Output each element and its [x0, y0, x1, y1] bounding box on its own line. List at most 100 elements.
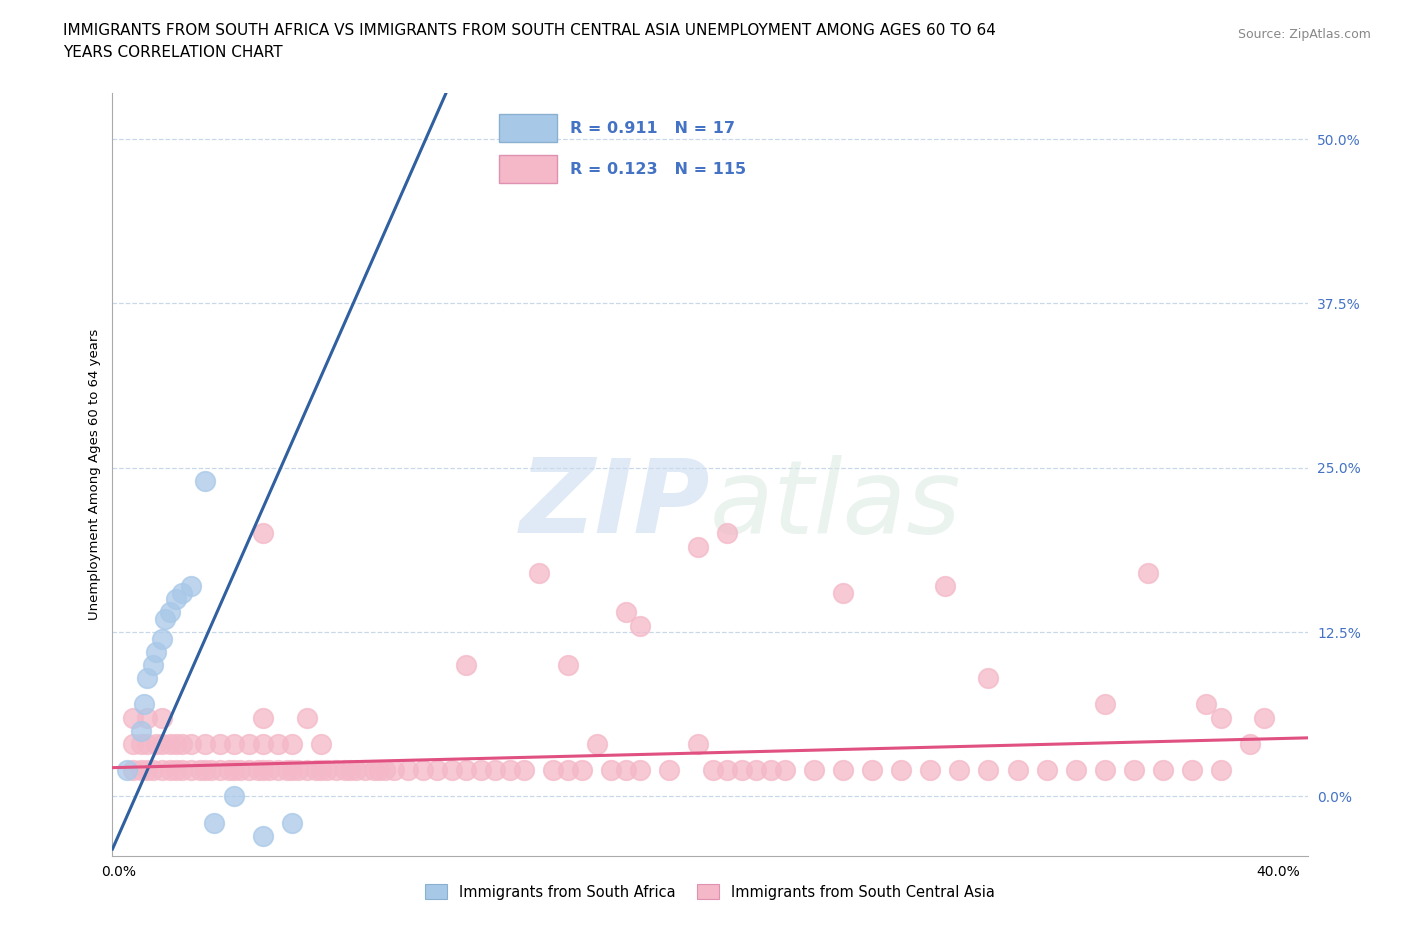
Point — [252, 526, 274, 541]
Point — [159, 604, 181, 619]
Text: ZIP: ZIP — [519, 454, 710, 555]
Point — [470, 763, 492, 777]
Point — [142, 763, 165, 777]
Point — [136, 737, 159, 751]
Point — [1209, 763, 1232, 777]
Point — [281, 816, 304, 830]
Point — [134, 697, 156, 711]
Point — [172, 737, 194, 751]
Point — [238, 737, 260, 751]
Point — [1094, 763, 1116, 777]
Point — [150, 711, 173, 725]
Point — [165, 763, 187, 777]
Point — [281, 763, 304, 777]
Point — [194, 473, 217, 488]
Point — [188, 763, 211, 777]
Point — [208, 763, 231, 777]
Point — [456, 658, 478, 672]
Point — [267, 737, 290, 751]
Point — [153, 612, 176, 627]
Point — [658, 763, 681, 777]
Point — [311, 737, 333, 751]
Point — [1035, 763, 1057, 777]
Point — [246, 763, 269, 777]
Point — [1137, 565, 1160, 580]
Point — [614, 763, 637, 777]
Point — [920, 763, 942, 777]
Point — [252, 737, 274, 751]
Point — [224, 789, 246, 804]
Point — [202, 816, 225, 830]
Point — [150, 763, 173, 777]
Point — [614, 604, 637, 619]
Point — [832, 763, 855, 777]
Point — [1152, 763, 1174, 777]
Point — [136, 671, 159, 685]
Point — [1209, 711, 1232, 725]
Point — [159, 763, 181, 777]
Point — [121, 711, 143, 725]
Y-axis label: Unemployment Among Ages 60 to 64 years: Unemployment Among Ages 60 to 64 years — [89, 328, 101, 620]
Point — [218, 763, 240, 777]
Point — [1195, 697, 1218, 711]
Point — [353, 763, 375, 777]
Point — [600, 763, 623, 777]
Point — [172, 763, 194, 777]
Point — [131, 763, 153, 777]
Point — [557, 763, 579, 777]
Text: Source: ZipAtlas.com: Source: ZipAtlas.com — [1237, 28, 1371, 41]
Point — [934, 578, 956, 593]
Point — [325, 763, 347, 777]
Point — [224, 737, 246, 751]
Point — [229, 763, 252, 777]
Point — [1064, 763, 1087, 777]
Point — [527, 565, 550, 580]
Point — [977, 763, 1000, 777]
Point — [759, 763, 782, 777]
Point — [1239, 737, 1261, 751]
Point — [557, 658, 579, 672]
Point — [344, 763, 367, 777]
Point — [363, 763, 385, 777]
Point — [775, 763, 797, 777]
Point — [252, 763, 274, 777]
Point — [396, 763, 419, 777]
Point — [121, 737, 143, 751]
Point — [131, 737, 153, 751]
Point — [586, 737, 609, 751]
Point — [513, 763, 536, 777]
Point — [142, 658, 165, 672]
Point — [159, 737, 181, 751]
Point — [295, 711, 318, 725]
Point — [333, 763, 356, 777]
Point — [1007, 763, 1029, 777]
Point — [295, 763, 318, 777]
Point — [571, 763, 593, 777]
Point — [803, 763, 825, 777]
Point — [311, 763, 333, 777]
Point — [716, 526, 738, 541]
Point — [200, 763, 222, 777]
Point — [382, 763, 405, 777]
Text: YEARS CORRELATION CHART: YEARS CORRELATION CHART — [63, 45, 283, 60]
Point — [688, 737, 710, 751]
Point — [499, 763, 522, 777]
Point — [145, 737, 167, 751]
Point — [194, 763, 217, 777]
Point — [267, 763, 290, 777]
Point — [194, 737, 217, 751]
Point — [172, 585, 194, 600]
Point — [702, 763, 724, 777]
Point — [440, 763, 463, 777]
Point — [426, 763, 449, 777]
Point — [136, 711, 159, 725]
Point — [304, 763, 326, 777]
Point — [131, 724, 153, 738]
Point — [145, 644, 167, 659]
Point — [412, 763, 434, 777]
Legend: Immigrants from South Africa, Immigrants from South Central Asia: Immigrants from South Africa, Immigrants… — [419, 879, 1001, 906]
Point — [862, 763, 884, 777]
Point — [136, 763, 159, 777]
Point — [276, 763, 298, 777]
Point — [368, 763, 391, 777]
